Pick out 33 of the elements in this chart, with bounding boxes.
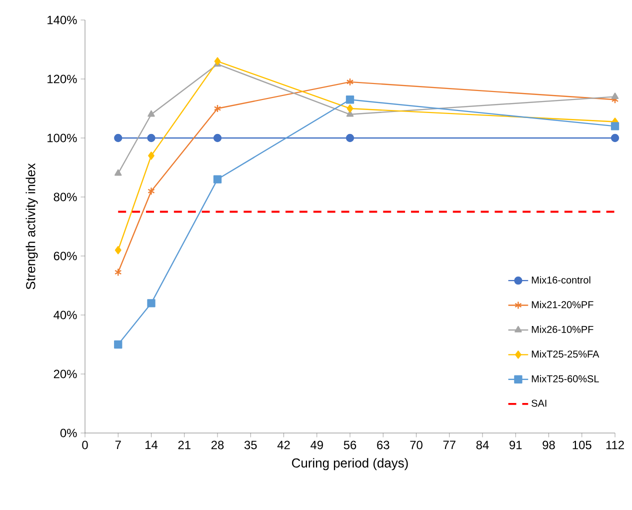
legend-label: SAI [532, 400, 546, 407]
y-tick-label: 60% [54, 252, 77, 260]
x-tick-label: 112 [606, 440, 624, 450]
y-tick-label: 80% [54, 192, 77, 202]
x-tick-label: 77 [443, 440, 456, 449]
x-tick-label: 91 [510, 440, 522, 450]
x-tick-label: 84 [476, 440, 489, 450]
legend-label: Mix21-20%PF [532, 300, 594, 308]
x-tick-label: 49 [310, 440, 323, 450]
legend-label: Mix26-10%PF [532, 326, 594, 333]
x-tick-label: 105 [572, 440, 592, 450]
x-tick-label: 14 [146, 440, 158, 449]
y-tick-label: 120% [48, 74, 77, 84]
x-tick-label: 63 [377, 440, 390, 450]
x-tick-label: 7 [115, 440, 121, 449]
y-axis-title: Strength activity index [26, 163, 38, 290]
y-tick-label: 40% [54, 310, 77, 320]
x-tick-label: 70 [410, 440, 422, 450]
x-tick-label: 28 [211, 440, 224, 450]
x-tick-label: 98 [542, 440, 555, 450]
y-tick-label: 0% [60, 428, 77, 438]
y-tick-label: 20% [54, 370, 77, 378]
y-tick-label: 140% [48, 16, 77, 24]
x-tick-label: 56 [344, 440, 356, 450]
x-tick-label: 21 [178, 440, 190, 450]
x-tick-label: 42 [277, 440, 290, 450]
y-tick-label: 100% [48, 134, 77, 142]
legend-label: MixT25-60%SL [532, 375, 599, 382]
x-tick-label: 0 [82, 440, 88, 450]
legend-label: MixT25-25%FA [532, 350, 600, 358]
x-axis-title: Curing period (days) [292, 458, 408, 470]
legend-label: Mix16-control [532, 276, 590, 284]
x-tick-label: 35 [244, 440, 257, 450]
